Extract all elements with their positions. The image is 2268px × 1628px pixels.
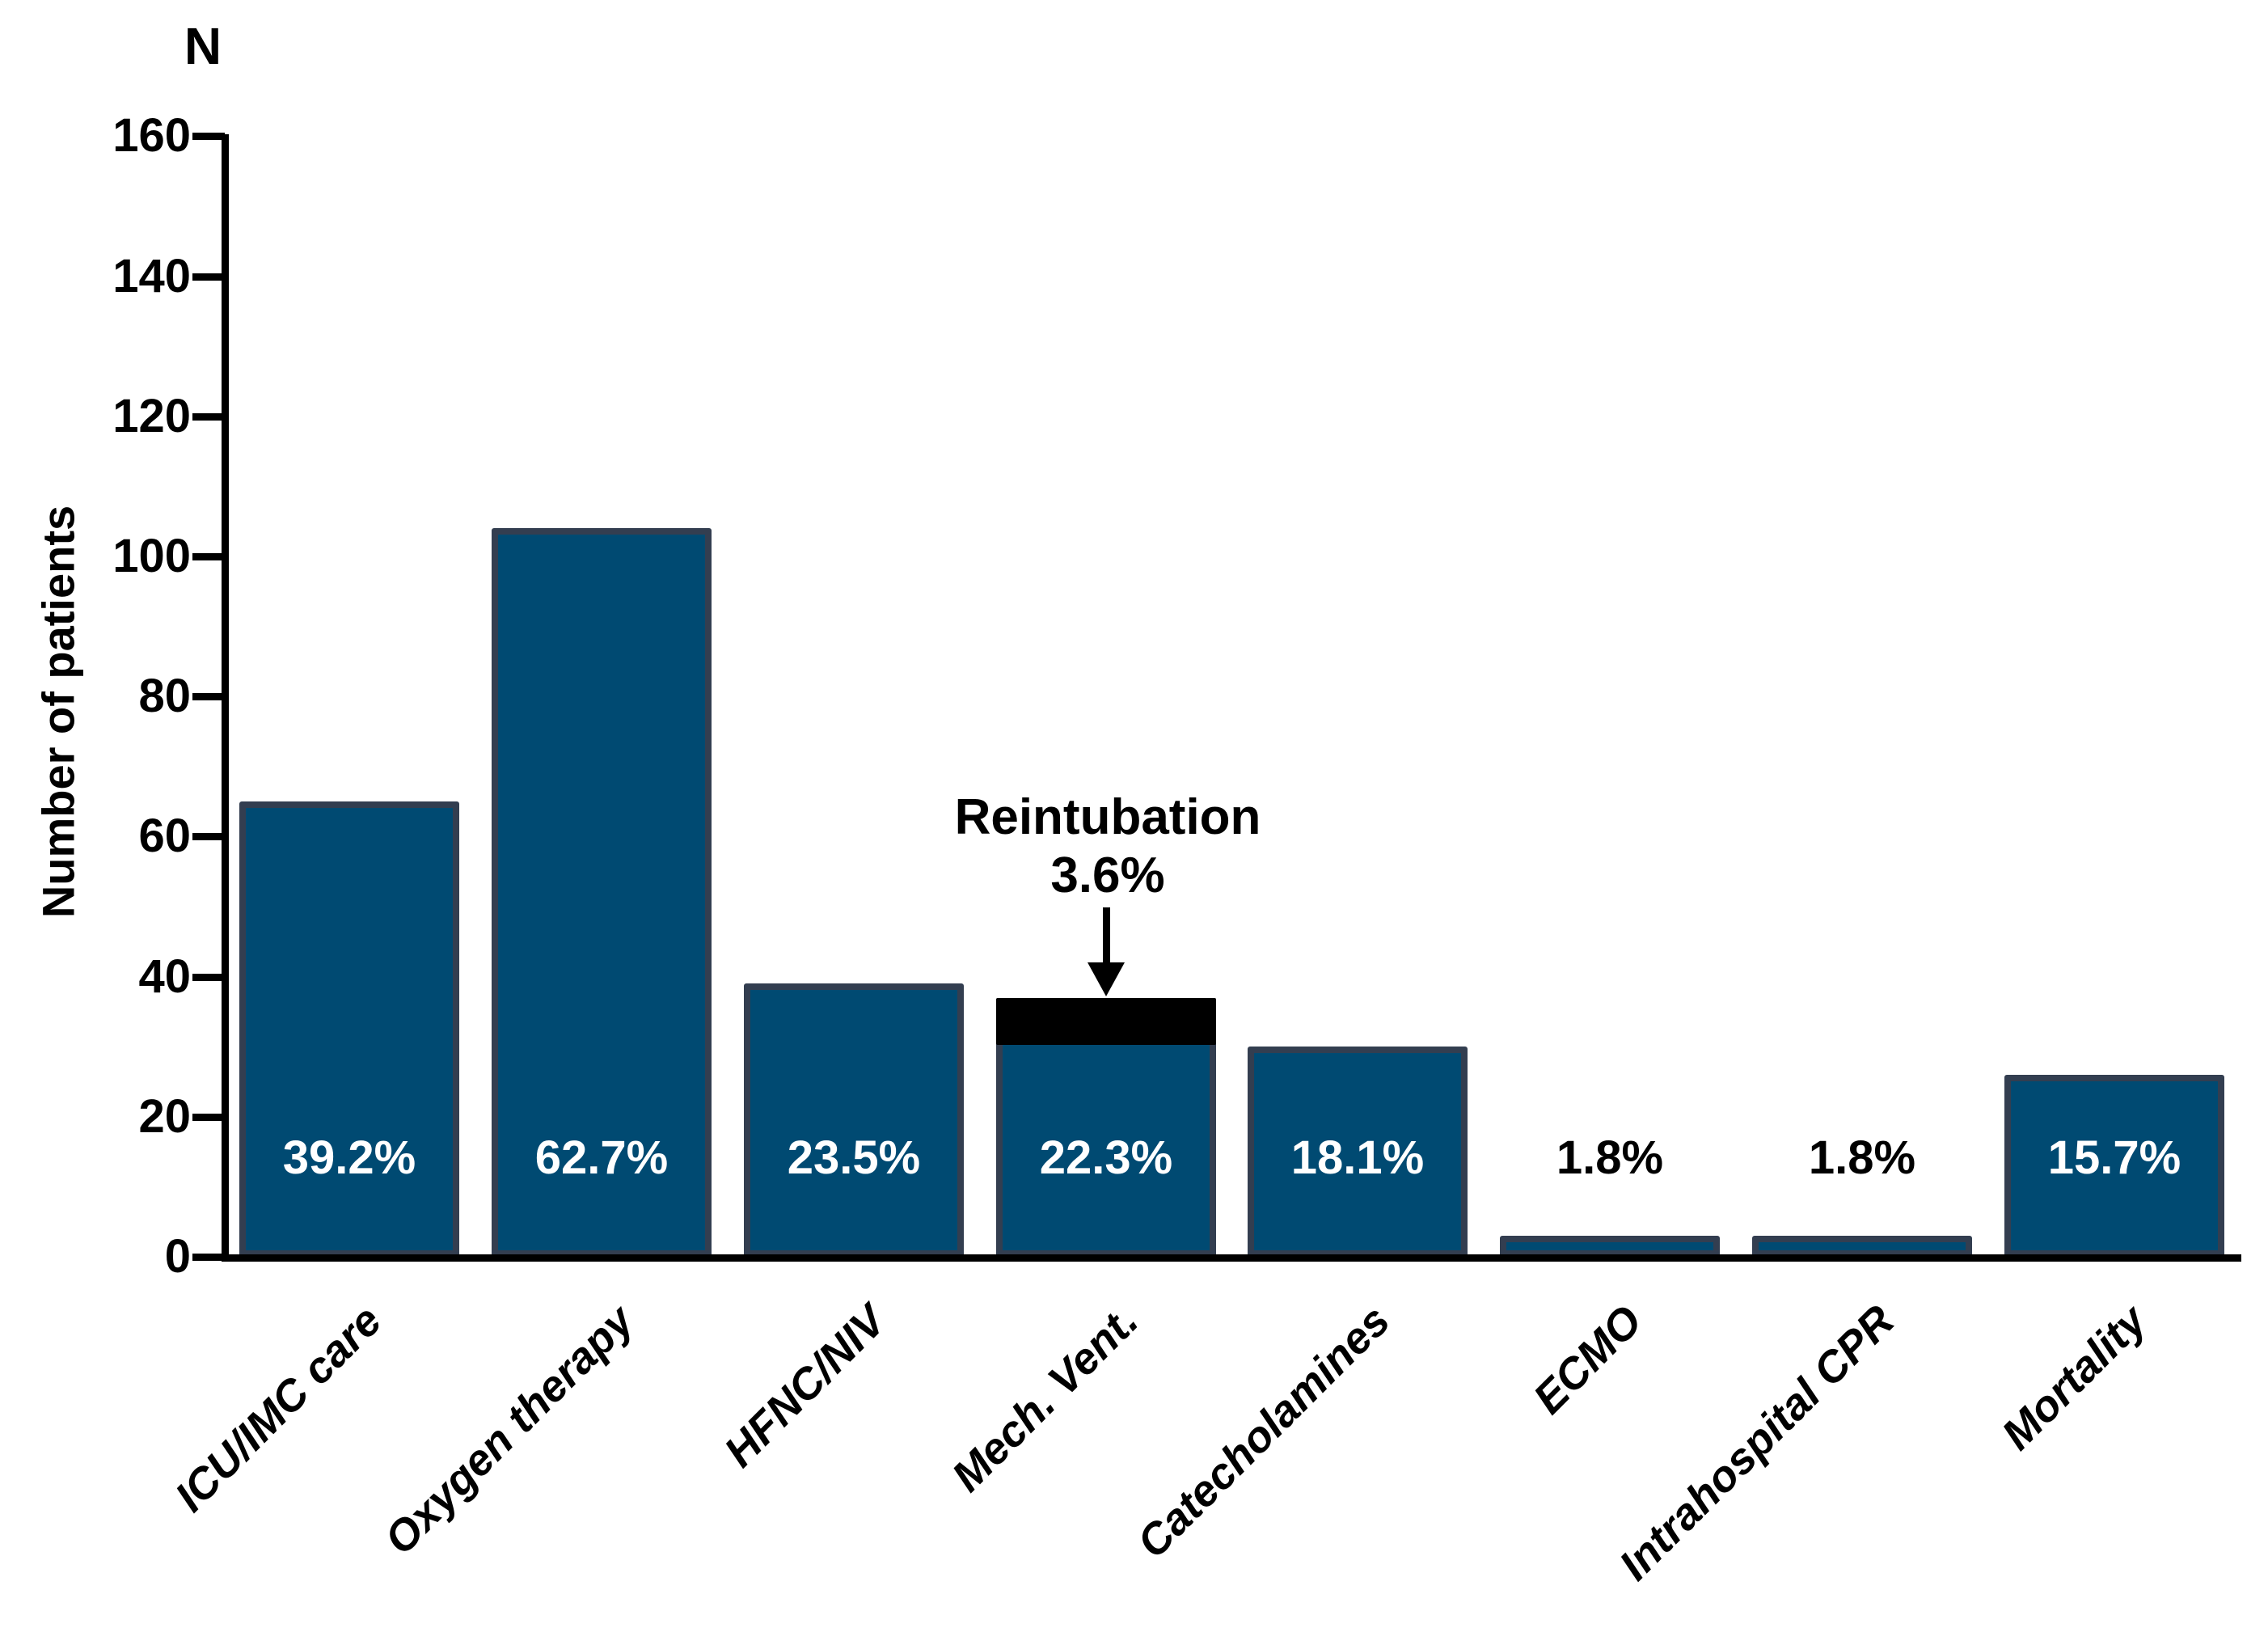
y-tick-label-40: 40 bbox=[138, 950, 191, 1003]
y-axis-unit-label: N bbox=[184, 17, 222, 75]
percent-label-ecmo: 1.8% bbox=[1556, 1131, 1664, 1184]
annotation-value: 3.6% bbox=[1050, 848, 1165, 903]
y-tick-label-0: 0 bbox=[164, 1230, 191, 1283]
x-axis-label-mech-vent-: Mech. Vent. bbox=[942, 1296, 1148, 1501]
x-axis-label-ecmo: ECMO bbox=[1524, 1296, 1652, 1423]
x-axis-label-hfnc-niv: HFNC/NIV bbox=[715, 1296, 896, 1477]
percent-label-mortality: 15.7% bbox=[2047, 1131, 2181, 1184]
bar-oxygen-therapy bbox=[492, 528, 712, 1257]
y-tick-label-120: 120 bbox=[112, 390, 191, 442]
bar-mortality bbox=[2004, 1075, 2224, 1257]
bar-hfnc-niv bbox=[744, 983, 964, 1257]
percent-label-intrahospital-cpr: 1.8% bbox=[1808, 1131, 1916, 1184]
y-tick-mark-100 bbox=[192, 553, 225, 560]
y-tick-mark-80 bbox=[192, 693, 225, 700]
y-tick-label-100: 100 bbox=[112, 530, 191, 582]
y-tick-label-160: 160 bbox=[112, 109, 191, 162]
annotation-arrow-head bbox=[1088, 962, 1125, 996]
x-axis-label-icu-imc-care: ICU/IMC care bbox=[166, 1296, 391, 1521]
x-axis-label-intrahospital-cpr: Intrahospital CPR bbox=[1610, 1296, 1904, 1590]
percent-label-hfnc-niv: 23.5% bbox=[787, 1131, 921, 1184]
y-tick-label-60: 60 bbox=[138, 810, 191, 862]
percent-label-icu-imc-care: 39.2% bbox=[282, 1131, 416, 1184]
reintubation-annotation: Reintubation 3.6% bbox=[955, 789, 1261, 905]
x-axis-label-catecholamines: Catecholamines bbox=[1127, 1296, 1400, 1567]
bar-icu-imc-care bbox=[239, 801, 459, 1257]
y-tick-mark-160 bbox=[192, 133, 225, 140]
percent-label-mech-vent-: 22.3% bbox=[1039, 1131, 1173, 1184]
y-tick-mark-0 bbox=[192, 1254, 225, 1261]
y-tick-mark-40 bbox=[192, 974, 225, 981]
y-tick-label-80: 80 bbox=[138, 670, 191, 722]
x-axis-label-oxygen-therapy: Oxygen therapy bbox=[375, 1296, 644, 1564]
y-tick-mark-60 bbox=[192, 833, 225, 840]
y-tick-mark-120 bbox=[192, 413, 225, 421]
y-tick-mark-140 bbox=[192, 273, 225, 281]
bar-intrahospital-cpr bbox=[1752, 1236, 1972, 1257]
y-tick-mark-20 bbox=[192, 1114, 225, 1121]
x-axis-label-mortality: Mortality bbox=[1992, 1296, 2156, 1460]
annotation-title: Reintubation bbox=[954, 789, 1261, 845]
percent-label-oxygen-therapy: 62.7% bbox=[534, 1131, 669, 1184]
bar-catecholamines bbox=[1248, 1047, 1468, 1257]
x-axis-line bbox=[222, 1254, 2241, 1262]
bar-stack-reintubation bbox=[996, 998, 1216, 1045]
annotation-arrow-line bbox=[1103, 907, 1110, 964]
y-axis-line bbox=[222, 134, 229, 1260]
y-tick-label-20: 20 bbox=[138, 1090, 191, 1143]
percent-label-catecholamines: 18.1% bbox=[1290, 1131, 1425, 1184]
y-tick-label-140: 140 bbox=[112, 250, 191, 302]
bar-ecmo bbox=[1500, 1236, 1720, 1257]
